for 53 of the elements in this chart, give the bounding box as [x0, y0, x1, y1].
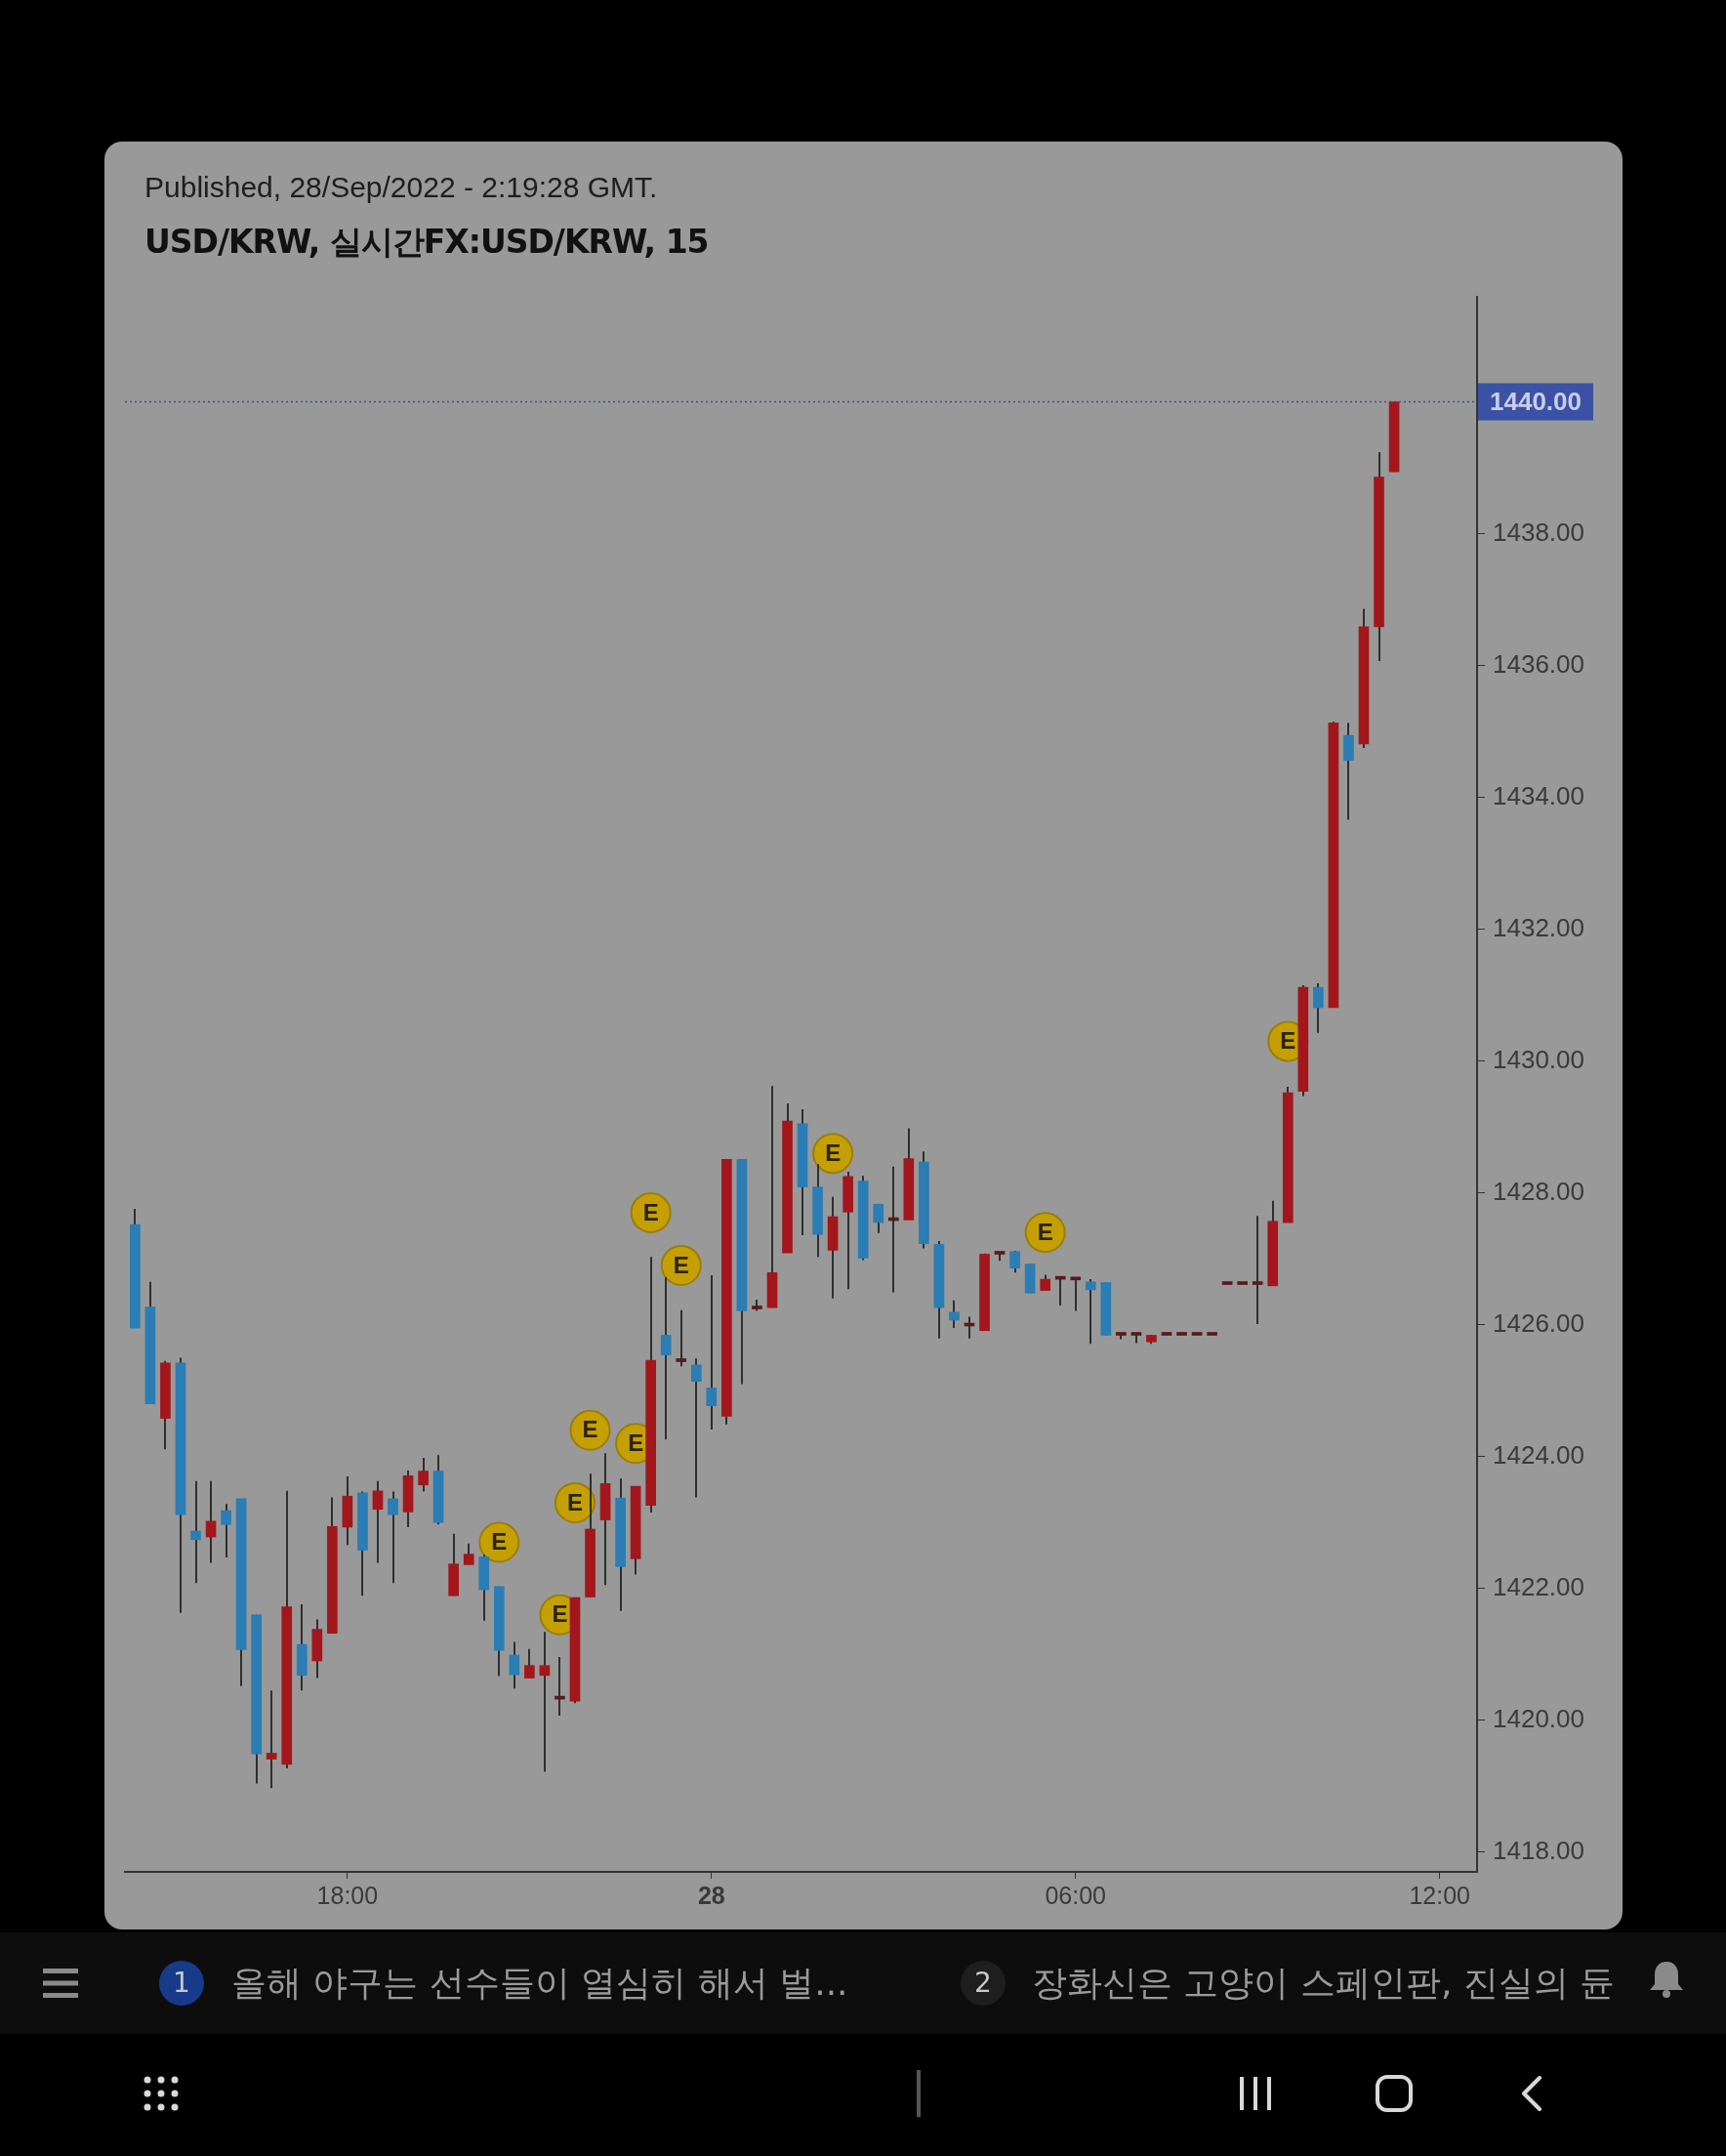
annotation: E	[582, 1416, 598, 1443]
annotation: E	[552, 1600, 568, 1628]
chart-title: USD/KRW, 실시간FX:USD/KRW, 15	[144, 223, 709, 261]
annotation: E	[673, 1251, 689, 1278]
annotation: E	[566, 1488, 583, 1515]
x-tick-label: 18:00	[316, 1881, 379, 1909]
y-tick-label: 1426.00	[1493, 1307, 1584, 1338]
y-tick-label: 1438.00	[1493, 517, 1584, 547]
text: Published, 28/Sep/2022 - 2:19:28 GMT.	[144, 171, 658, 204]
y-tick-label: 1432.00	[1493, 912, 1584, 942]
circle-badge: 1	[159, 1961, 204, 2006]
text: 올해 야구는 선수들이 열심히 해서 벌...	[231, 1962, 848, 2005]
text: 장화신은 고양이 스페인판, 진실의 듄	[1032, 1962, 1616, 2005]
candlestick	[873, 1203, 884, 1234]
annotation: E	[1280, 1027, 1296, 1055]
ref-line-label: 1440.00	[1490, 386, 1582, 416]
candlestick	[1070, 1276, 1082, 1312]
circle-badge: 2	[961, 1961, 1006, 2006]
candlestick	[1313, 982, 1324, 1034]
candlestick	[372, 1479, 384, 1564]
y-tick-label: 1418.00	[1493, 1835, 1584, 1865]
candlestick	[690, 1357, 702, 1499]
candlestick	[509, 1640, 520, 1690]
candlestick	[388, 1490, 398, 1585]
candlestick	[1009, 1250, 1020, 1274]
candlestick	[676, 1308, 687, 1368]
candlestick	[524, 1647, 535, 1679]
y-tick-label: 1436.00	[1493, 648, 1584, 679]
candlestick	[660, 1276, 672, 1441]
x-tick-label: 28	[697, 1881, 725, 1909]
candlestick	[463, 1542, 474, 1566]
x-tick-label: 12:00	[1409, 1881, 1470, 1909]
y-tick-label: 1430.00	[1493, 1044, 1584, 1074]
y-tick-label: 1420.00	[1493, 1703, 1584, 1733]
candlestick	[418, 1457, 429, 1493]
candlestick	[706, 1274, 718, 1431]
annotation: E	[642, 1198, 659, 1225]
annotation: E	[491, 1528, 508, 1555]
candlestick	[266, 1689, 277, 1790]
y-tick-label: 1424.00	[1493, 1439, 1584, 1470]
candlestick	[221, 1503, 231, 1558]
y-tick-label: 1434.00	[1493, 780, 1584, 810]
y-tick-label: 1428.00	[1493, 1176, 1584, 1206]
y-tick-label: 1422.00	[1493, 1571, 1584, 1601]
candlestick	[1085, 1278, 1096, 1346]
candlestick	[190, 1479, 201, 1585]
annotation: E	[1037, 1218, 1053, 1245]
candlestick	[949, 1299, 960, 1330]
annotation: E	[628, 1429, 644, 1456]
candlestick	[539, 1631, 551, 1773]
candlestick	[1252, 1215, 1263, 1326]
annotation: E	[825, 1139, 842, 1166]
x-tick-label: 06:00	[1045, 1881, 1107, 1909]
